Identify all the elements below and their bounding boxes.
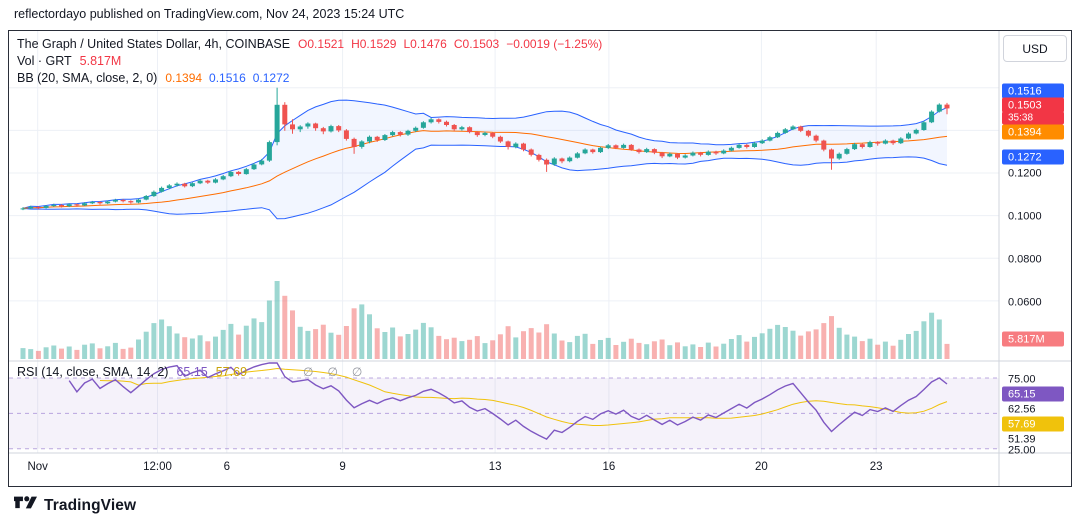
rsi-title: RSI (14, close, SMA, 14, 2) — [17, 365, 169, 379]
countdown-badge: 35:38 — [1002, 111, 1064, 125]
time-tick-13: 13 — [488, 461, 502, 473]
empty-set-icon[interactable]: ∅ — [351, 365, 363, 379]
rsi-tick-51-39: 51.39 — [1008, 433, 1036, 445]
rsi-line — [68, 362, 948, 440]
bb-basis-value: 0.1394 — [165, 71, 203, 85]
rsi-tick-25: 25.00 — [1008, 444, 1036, 456]
candles — [20, 87, 950, 211]
tradingview-brand: TradingView — [44, 496, 137, 514]
bb-upper-value: 0.1516 — [209, 71, 246, 85]
bb-upper-badge: 0.1516 — [1002, 83, 1064, 99]
volume-badge: 5.817M — [1002, 331, 1064, 347]
rsi-hidden-plot-icons: ∅ ∅ ∅ — [303, 365, 362, 379]
time-tick-9: 9 — [339, 461, 346, 473]
symbol-legend[interactable]: The Graph / United States Dollar, 4h, CO… — [17, 36, 602, 53]
rsi-tick-62-56: 62.56 — [1008, 403, 1036, 415]
publish-attribution: reflectordayo published on TradingView.c… — [14, 7, 405, 21]
bb-lower-line — [22, 144, 948, 220]
symbol-title: The Graph / United States Dollar, 4h, CO… — [17, 37, 291, 51]
rsi-value: 65.15 — [176, 365, 208, 379]
rsi-ma-value: 57.69 — [215, 365, 248, 379]
rsi-ma-badge: 57.69 — [1002, 416, 1064, 432]
volume-bars — [20, 281, 950, 359]
bb-legend[interactable]: BB (20, SMA, close, 2, 0) 0.1394 0.1516 … — [17, 70, 602, 87]
currency-toggle-button[interactable]: USD — [1003, 35, 1067, 62]
bb-basis-badge: 0.1394 — [1002, 124, 1064, 140]
last-price-badge: 0.1503 — [1002, 97, 1064, 113]
bb-lower-badge: 0.1272 — [1002, 149, 1064, 165]
time-tick-23: 23 — [869, 461, 883, 473]
tradingview-footer-link[interactable]: TradingView — [14, 494, 136, 517]
price-tick-0-1200: 0.1200 — [1008, 167, 1042, 179]
rsi-legend[interactable]: RSI (14, close, SMA, 14, 2) 65.15 57.69 … — [17, 365, 362, 379]
time-tick-Nov: Nov — [27, 461, 48, 473]
price-tick-0-0600: 0.0600 — [1008, 296, 1042, 308]
volume-label: Vol · GRT — [17, 54, 72, 68]
price-tick-0-0800: 0.0800 — [1008, 253, 1042, 265]
empty-set-icon[interactable]: ∅ — [327, 365, 338, 379]
rsi-value-badge: 65.15 — [1002, 386, 1064, 402]
empty-set-icon[interactable]: ∅ — [303, 365, 314, 379]
chart-frame: The Graph / United States Dollar, 4h, CO… — [8, 30, 1072, 487]
ohlc-close: C0.1503 — [453, 37, 500, 51]
time-tick-20: 20 — [754, 461, 768, 473]
bb-fill — [23, 100, 947, 219]
rsi-tick-75: 75.00 — [1008, 373, 1036, 385]
time-tick-1200: 12:00 — [143, 461, 172, 473]
volume-value: 5.817M — [79, 54, 122, 68]
main-legend: The Graph / United States Dollar, 4h, CO… — [17, 36, 602, 87]
ohlc-open: O0.1521 — [298, 37, 345, 51]
bb-lower-value: 0.1272 — [252, 71, 290, 85]
time-tick-6: 6 — [223, 461, 230, 473]
tradingview-logo-icon — [14, 494, 37, 517]
chart-canvas[interactable] — [9, 31, 1071, 486]
price-tick-0-1000: 0.1000 — [1008, 210, 1042, 222]
ohlc-low: L0.1476 — [403, 37, 447, 51]
price-chart-svg — [9, 31, 1071, 486]
bb-title: BB (20, SMA, close, 2, 0) — [17, 71, 158, 85]
ohlc-high: H0.1529 — [351, 37, 397, 51]
volume-legend[interactable]: Vol · GRT 5.817M — [17, 53, 602, 70]
ohlc-change: −0.0019 (−1.25%) — [506, 37, 603, 51]
time-tick-16: 16 — [602, 461, 616, 473]
